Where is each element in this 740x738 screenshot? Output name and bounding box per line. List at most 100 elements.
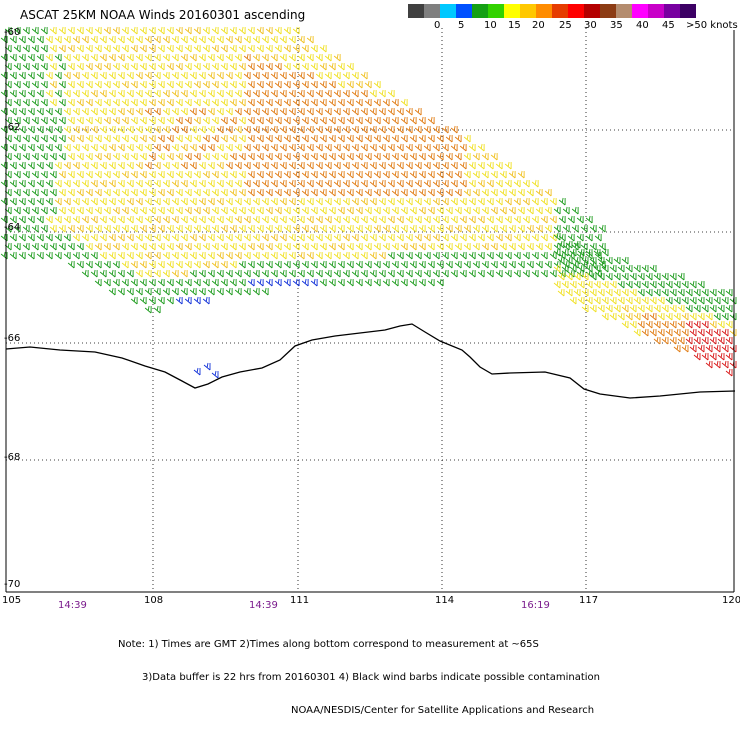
wind-barb [139, 206, 147, 215]
wind-barb [72, 143, 80, 152]
wind-barb [319, 170, 327, 179]
wind-barb [193, 367, 201, 376]
wind-barb [355, 260, 363, 269]
wind-barb [709, 336, 717, 345]
wind-barb [184, 296, 192, 305]
wind-barb [126, 35, 134, 44]
wind-barb [103, 206, 111, 215]
wind-barb [103, 278, 111, 287]
wind-barb [288, 269, 296, 278]
wind-barb [288, 161, 296, 170]
wind-barb [40, 80, 48, 89]
wind-barb [665, 312, 673, 321]
wind-barb [153, 233, 161, 242]
wind-barb [319, 80, 327, 89]
wind-barb [580, 242, 588, 251]
wind-barb [148, 134, 156, 143]
wind-barb [76, 98, 84, 107]
wind-barb [463, 152, 471, 161]
wind-barb [148, 188, 156, 197]
wind-barb [166, 116, 174, 125]
wind-barb [72, 89, 80, 98]
wind-barb [436, 170, 444, 179]
wind-barb [112, 242, 120, 251]
wind-barb [162, 233, 170, 242]
wind-barb [557, 272, 565, 281]
wind-barb [677, 320, 685, 329]
wind-barb [450, 215, 458, 224]
wind-barb [216, 215, 224, 224]
wind-barb [573, 256, 581, 265]
wind-barb [166, 62, 174, 71]
wind-barb [180, 35, 188, 44]
wind-barb [319, 278, 327, 287]
wind-barb [333, 71, 341, 80]
wind-barb [598, 242, 606, 251]
wind-barb [274, 242, 282, 251]
wind-barb [63, 35, 71, 44]
wind-barb [721, 344, 729, 353]
wind-barb [265, 170, 273, 179]
wind-barb [207, 53, 215, 62]
wind-barb [202, 260, 210, 269]
wind-barb [721, 296, 729, 305]
wind-barb [81, 179, 89, 188]
wind-barb [112, 206, 120, 215]
wind-barb [234, 71, 242, 80]
wind-barb [593, 264, 601, 273]
lon-label-114: 114 [435, 595, 455, 606]
wind-barb [225, 215, 233, 224]
wind-barb [472, 188, 480, 197]
wind-barb [333, 107, 341, 116]
wind-barb [85, 224, 93, 233]
wind-barb [162, 89, 170, 98]
wind-barb [22, 224, 30, 233]
wind-barb [90, 143, 98, 152]
wind-barb [90, 35, 98, 44]
wind-barb [27, 251, 35, 260]
wind-barb [373, 170, 381, 179]
wind-barbs [0, 26, 737, 379]
wind-barb [180, 251, 188, 260]
wind-barb [198, 233, 206, 242]
wind-barb [288, 179, 296, 188]
wind-barb [306, 161, 314, 170]
legend-label-9: 45 [662, 20, 675, 31]
wind-barb [261, 197, 269, 206]
wind-barb [454, 260, 462, 269]
wind-barb [121, 224, 129, 233]
wind-barb [373, 116, 381, 125]
wind-barb [265, 242, 273, 251]
wind-barb [301, 260, 309, 269]
wind-barb [211, 62, 219, 71]
wind-barb [189, 251, 197, 260]
wind-barb [391, 224, 399, 233]
wind-barb [301, 62, 309, 71]
wind-barb [139, 62, 147, 71]
wind-barb [117, 35, 125, 44]
wind-barb [180, 197, 188, 206]
wind-barb [252, 215, 260, 224]
wind-barb [540, 233, 548, 242]
wind-barb [693, 336, 701, 345]
wind-barb [166, 134, 174, 143]
wind-barb [601, 264, 609, 273]
wind-barb [108, 197, 116, 206]
wind-barb [252, 233, 260, 242]
wind-barb [477, 251, 485, 260]
wind-barb [382, 152, 390, 161]
wind-barb [283, 152, 291, 161]
wind-barb [391, 98, 399, 107]
wind-barb [117, 107, 125, 116]
wind-barb [625, 280, 633, 289]
wind-barb [396, 215, 404, 224]
wind-barb [409, 206, 417, 215]
wind-barb [135, 35, 143, 44]
wind-barb [270, 35, 278, 44]
wind-barb [49, 62, 57, 71]
wind-barb [544, 260, 552, 269]
wind-barb [297, 107, 305, 116]
wind-barb [360, 215, 368, 224]
wind-barb [270, 161, 278, 170]
wind-barb [283, 80, 291, 89]
